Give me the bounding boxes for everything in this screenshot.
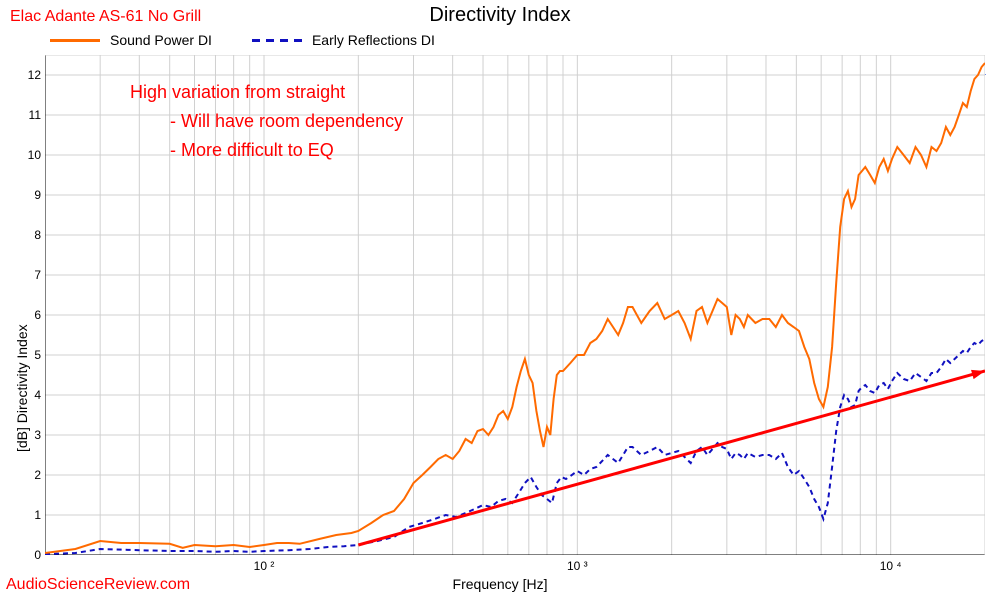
chart-container: Directivity Index Elac Adante AS-61 No G… <box>0 0 1000 600</box>
y-tick-label: 12 <box>11 68 41 82</box>
source-credit: AudioScienceReview.com <box>6 576 190 594</box>
y-tick-label: 7 <box>11 268 41 282</box>
legend: Sound Power DI Early Reflections DI <box>50 32 435 48</box>
y-tick-label: 9 <box>11 188 41 202</box>
annotation-line1: High variation from straight <box>130 78 403 107</box>
legend-swatch-solid <box>50 39 100 42</box>
y-tick-label: 10 <box>11 148 41 162</box>
y-tick-label: 1 <box>11 508 41 522</box>
y-tick-label: 6 <box>11 308 41 322</box>
y-tick-label: 2 <box>11 468 41 482</box>
chart-subtitle: Elac Adante AS-61 No Grill <box>10 8 201 26</box>
x-tick-label: 10 ² <box>254 559 275 573</box>
y-tick-label: 8 <box>11 228 41 242</box>
annotation-line2: - Will have room dependency <box>170 107 403 136</box>
y-tick-label: 0 <box>11 548 41 562</box>
legend-label-solid: Sound Power DI <box>110 32 212 48</box>
y-tick-label: 4 <box>11 388 41 402</box>
annotation-line3: - More difficult to EQ <box>170 136 403 165</box>
y-tick-label: 3 <box>11 428 41 442</box>
annotation: High variation from straight - Will have… <box>130 78 403 164</box>
y-tick-label: 11 <box>11 108 41 122</box>
x-tick-label: 10 ⁴ <box>880 559 902 573</box>
y-tick-label: 5 <box>11 348 41 362</box>
x-tick-label: 10 ³ <box>567 559 588 573</box>
legend-label-dashed: Early Reflections DI <box>312 32 435 48</box>
legend-swatch-dash <box>252 39 302 42</box>
